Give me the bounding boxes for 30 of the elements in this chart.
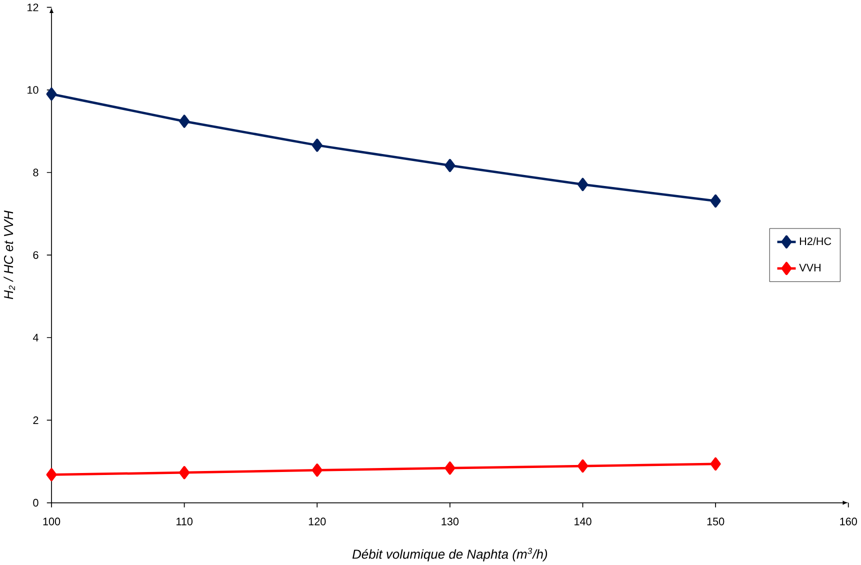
point (46, 468, 57, 482)
y-tick-label: 6 (33, 251, 38, 259)
point (312, 138, 322, 152)
x-axis-title: Débit volumique de Naphta (m$^{3}$/h) (352, 548, 548, 562)
point (179, 466, 190, 480)
y-tick-label: 8 (33, 168, 38, 176)
x-tick-label: 100 (43, 518, 60, 526)
y-tick-label: 12 (28, 4, 38, 12)
y-tick-label: 10 (28, 86, 38, 94)
legend-label: H2/HC (800, 237, 832, 246)
y-axis-title: H$_{2}$ / HC et VVH (4, 210, 15, 300)
legend-label: VVH (799, 264, 820, 272)
point (710, 194, 721, 208)
x-tick-label: 150 (707, 518, 724, 526)
x-tick-label: 140 (574, 518, 592, 526)
x-tick-label: 160 (840, 518, 857, 526)
x-tick-label: 120 (308, 518, 326, 526)
y-tick-label: 4 (32, 334, 38, 342)
point (444, 461, 456, 475)
point (46, 87, 57, 101)
point (179, 114, 190, 128)
point (578, 459, 588, 473)
x-tick-label: 110 (176, 518, 193, 526)
x-tick-label: 130 (442, 518, 459, 526)
y-tick-label: 0 (33, 498, 38, 507)
point (444, 158, 456, 172)
point (578, 178, 588, 192)
point (710, 457, 721, 471)
y-tick-label: 2 (33, 416, 38, 424)
point (312, 464, 322, 477)
